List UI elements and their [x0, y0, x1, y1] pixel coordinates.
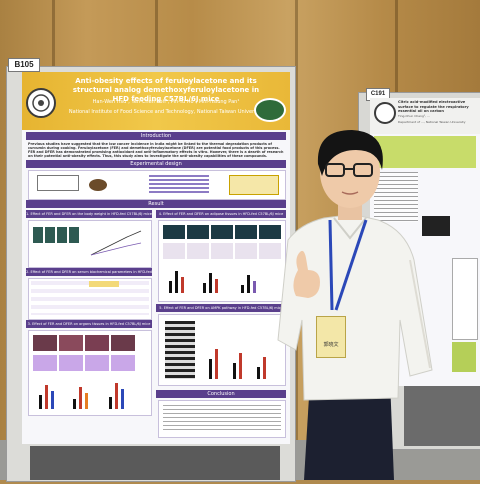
person-figure [277, 130, 433, 480]
adipose-tissue-figure [158, 220, 286, 302]
right-intro-block [374, 136, 476, 168]
conclusion-text-block [158, 400, 286, 438]
ntu-logo-icon [374, 102, 396, 124]
board-label-left: B105 [8, 58, 40, 72]
right-board-lower-panel [404, 386, 480, 446]
section-result: Result [26, 200, 286, 208]
right-poster-authors: Ting-Chun Cheng¹, ... [398, 114, 430, 118]
result-header-2: 2. Effect of FER and DFER on serum bioch… [26, 268, 152, 282]
right-figure-green [452, 342, 476, 372]
right-figure-chart [452, 258, 478, 340]
body-weight-figure [28, 220, 152, 268]
organ-tissue-figure [28, 330, 152, 416]
poster-title: Anti-obesity effects of feruloylacetone … [72, 77, 260, 103]
poster-authors: Han-Wen Hsu¹, Yen-Chen Koh¹, Pin-Yu Ho¹,… [92, 99, 240, 105]
intro-text: Previous studies have suggested that the… [28, 142, 284, 158]
institute-seal-icon [254, 98, 286, 122]
presenter-person: 郭晓文 [260, 120, 440, 480]
poster-affiliation: National Institute of Food Science and T… [68, 109, 264, 115]
right-poster-title: Citric acid-modified electroactive surfa… [398, 100, 469, 113]
ampk-pathway-figure [158, 314, 286, 386]
right-figure-dark [422, 216, 450, 236]
result-header-4: 4. Effect of FER and DFER on adipose tis… [156, 210, 286, 218]
ntu-logo-icon [26, 88, 56, 118]
name-badge-text: 郭晓文 [323, 342, 339, 348]
left-poster: Anti-obesity effects of feruloylacetone … [22, 72, 290, 444]
section-conclusion: Conclusion [156, 390, 286, 398]
left-board-lower-panel [30, 446, 280, 480]
result-header-5: 5. Effect of FER and DFER on AMPK pathwa… [156, 304, 286, 312]
serum-parameter-table [28, 278, 152, 320]
section-introduction: Introduction [26, 132, 286, 140]
result-header-3: 3. Effect of FER and DFER on organs tiss… [26, 320, 152, 328]
result-header-1: 1. Effect of FER and DFER on the body we… [26, 210, 152, 218]
right-poster-header: Citric acid-modified electroactive surfa… [370, 98, 480, 134]
poster-header: Anti-obesity effects of feruloylacetone … [22, 72, 290, 130]
name-badge: 郭晓文 [316, 316, 346, 358]
experimental-diagram [28, 170, 286, 200]
section-experimental: Experimental design [26, 160, 286, 168]
right-poster-affiliation: Department of ..., National Taiwan Unive… [398, 120, 466, 124]
right-text-block [374, 172, 418, 222]
